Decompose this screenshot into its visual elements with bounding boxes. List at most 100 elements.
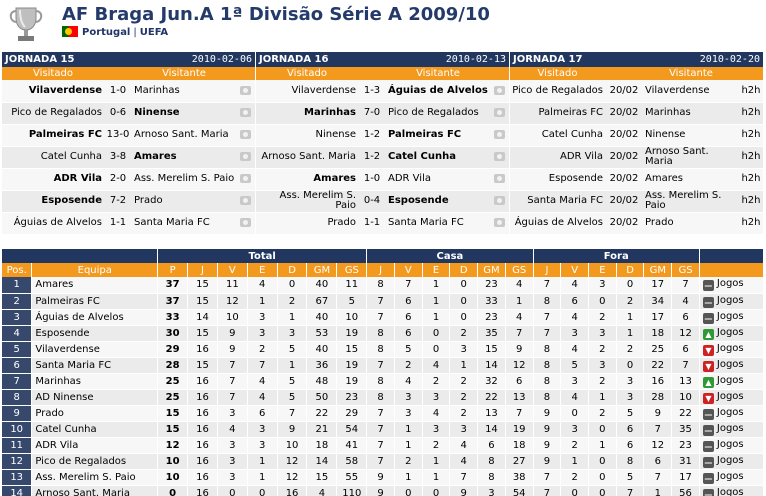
home-team[interactable]: Vilaverdense: [2, 80, 104, 103]
away-team[interactable]: Ninense: [643, 124, 739, 147]
games-link[interactable]: Jogos: [716, 470, 744, 482]
match-row[interactable]: Palmeiras FC 13-0 Arnoso Sant. Maria: [2, 124, 255, 147]
home-team[interactable]: Marinhas: [256, 102, 358, 125]
team-name[interactable]: Vilaverdense: [31, 341, 159, 358]
home-team[interactable]: Pico de Regalados: [2, 102, 104, 125]
match-score[interactable]: 1-2: [358, 124, 386, 147]
camera-icon[interactable]: [494, 151, 505, 161]
match-row[interactable]: Águias de Alvelos 1-1 Santa Maria FC: [2, 212, 255, 235]
match-row[interactable]: Catel Cunha 20/02 Ninense h2h: [510, 124, 763, 147]
column-header[interactable]: P: [157, 263, 189, 277]
column-header[interactable]: V: [560, 263, 589, 277]
column-header[interactable]: GS: [505, 263, 534, 277]
h2h-link[interactable]: h2h: [739, 124, 763, 147]
team-name[interactable]: Palmeiras FC: [31, 293, 159, 310]
column-header[interactable]: J: [533, 263, 562, 277]
team-name[interactable]: Esposende: [31, 325, 159, 342]
home-team[interactable]: Vilaverdense: [256, 80, 358, 103]
match-row[interactable]: Esposende 7-2 Prado: [2, 190, 255, 213]
match-row[interactable]: Palmeiras FC 20/02 Marinhas h2h: [510, 102, 763, 125]
column-header[interactable]: V: [394, 263, 423, 277]
match-score[interactable]: 20/02: [605, 102, 643, 125]
camera-icon[interactable]: [494, 107, 505, 117]
h2h-link[interactable]: h2h: [739, 102, 763, 125]
column-header[interactable]: J: [366, 263, 395, 277]
column-header[interactable]: D: [449, 263, 479, 277]
games-link[interactable]: Jogos: [716, 438, 744, 450]
column-header[interactable]: E: [422, 263, 451, 277]
match-row[interactable]: Marinhas 7-0 Pico de Regalados: [256, 102, 509, 125]
away-team[interactable]: Arnoso Sant. Maria: [132, 124, 236, 147]
column-header[interactable]: Equipa: [31, 263, 159, 277]
home-team[interactable]: ADR Vila: [510, 146, 605, 169]
match-score[interactable]: 7-0: [358, 102, 386, 125]
home-team[interactable]: Catel Cunha: [510, 124, 605, 147]
camera-icon[interactable]: [240, 173, 251, 183]
column-header[interactable]: D: [277, 263, 308, 277]
home-team[interactable]: ADR Vila: [2, 168, 104, 191]
home-team[interactable]: Santa Maria FC: [510, 190, 605, 213]
match-score[interactable]: 20/02: [605, 212, 643, 235]
match-score[interactable]: 1-1: [104, 212, 132, 235]
round-title[interactable]: JORNADA 15: [2, 52, 104, 67]
team-name[interactable]: Marinhas: [31, 373, 159, 390]
match-row[interactable]: Arnoso Sant. Maria 1-2 Catel Cunha: [256, 146, 509, 169]
team-name[interactable]: Pico de Regalados: [31, 453, 159, 470]
games-link[interactable]: Jogos: [716, 486, 744, 496]
column-header[interactable]: GS: [336, 263, 368, 277]
match-score[interactable]: 20/02: [605, 168, 643, 191]
h2h-link[interactable]: h2h: [739, 168, 763, 191]
team-name[interactable]: Ass. Merelim S. Paio: [31, 469, 159, 486]
match-score[interactable]: 20/02: [605, 80, 643, 103]
team-name[interactable]: Águias de Alvelos: [31, 309, 159, 326]
games-link[interactable]: Jogos: [716, 390, 744, 402]
home-team[interactable]: Águias de Alvelos: [2, 212, 104, 235]
team-name[interactable]: ADR Vila: [31, 437, 159, 454]
games-link[interactable]: Jogos: [716, 294, 744, 306]
games-link[interactable]: Jogos: [716, 326, 744, 338]
team-name[interactable]: Catel Cunha: [31, 421, 159, 438]
away-team[interactable]: Arnoso Sant. Maria: [643, 146, 739, 169]
home-team[interactable]: Esposende: [2, 190, 104, 213]
home-team[interactable]: Prado: [256, 212, 358, 235]
match-score[interactable]: 13-0: [104, 124, 132, 147]
camera-icon[interactable]: [494, 129, 505, 139]
games-link[interactable]: Jogos: [716, 374, 744, 386]
match-score[interactable]: 0-4: [358, 190, 386, 213]
match-row[interactable]: ADR Vila 2-0 Ass. Merelim S. Paio: [2, 168, 255, 191]
team-name[interactable]: Amares: [31, 277, 159, 294]
confederation-link[interactable]: UEFA: [139, 27, 169, 38]
column-header[interactable]: GM: [306, 263, 338, 277]
home-team[interactable]: Pico de Regalados: [510, 80, 605, 103]
column-header[interactable]: GS: [671, 263, 700, 277]
match-score[interactable]: 2-0: [104, 168, 132, 191]
match-score[interactable]: 20/02: [605, 146, 643, 169]
camera-icon[interactable]: [240, 85, 251, 95]
camera-icon[interactable]: [494, 85, 505, 95]
games-link[interactable]: Jogos: [716, 358, 744, 370]
away-team[interactable]: Amares: [132, 146, 236, 169]
away-team[interactable]: Ninense: [132, 102, 236, 125]
away-team[interactable]: Vilaverdense: [643, 80, 739, 103]
match-score[interactable]: 20/02: [605, 190, 643, 213]
match-score[interactable]: 3-8: [104, 146, 132, 169]
match-row[interactable]: Ass. Merelim S. Paio 0-4 Esposende: [256, 190, 509, 213]
games-link[interactable]: Jogos: [716, 278, 744, 290]
match-row[interactable]: Amares 1-0 ADR Vila: [256, 168, 509, 191]
team-name[interactable]: Santa Maria FC: [31, 357, 159, 374]
match-score[interactable]: 1-1: [358, 212, 386, 235]
games-link[interactable]: Jogos: [716, 422, 744, 434]
away-team[interactable]: Marinhas: [643, 102, 739, 125]
column-header[interactable]: D: [616, 263, 645, 277]
camera-icon[interactable]: [240, 107, 251, 117]
match-row[interactable]: Pico de Regalados 20/02 Vilaverdense h2h: [510, 80, 763, 103]
match-row[interactable]: ADR Vila 20/02 Arnoso Sant. Maria h2h: [510, 146, 763, 169]
match-score[interactable]: 0-6: [104, 102, 132, 125]
away-team[interactable]: Águias de Alvelos: [386, 80, 490, 103]
h2h-link[interactable]: h2h: [739, 80, 763, 103]
match-row[interactable]: Santa Maria FC 20/02 Ass. Merelim S. Paio h…: [510, 190, 763, 213]
team-name[interactable]: AD Ninense: [31, 389, 159, 406]
camera-icon[interactable]: [494, 173, 505, 183]
match-row[interactable]: Esposende 20/02 Amares h2h: [510, 168, 763, 191]
home-team[interactable]: Ass. Merelim S. Paio: [256, 190, 358, 213]
